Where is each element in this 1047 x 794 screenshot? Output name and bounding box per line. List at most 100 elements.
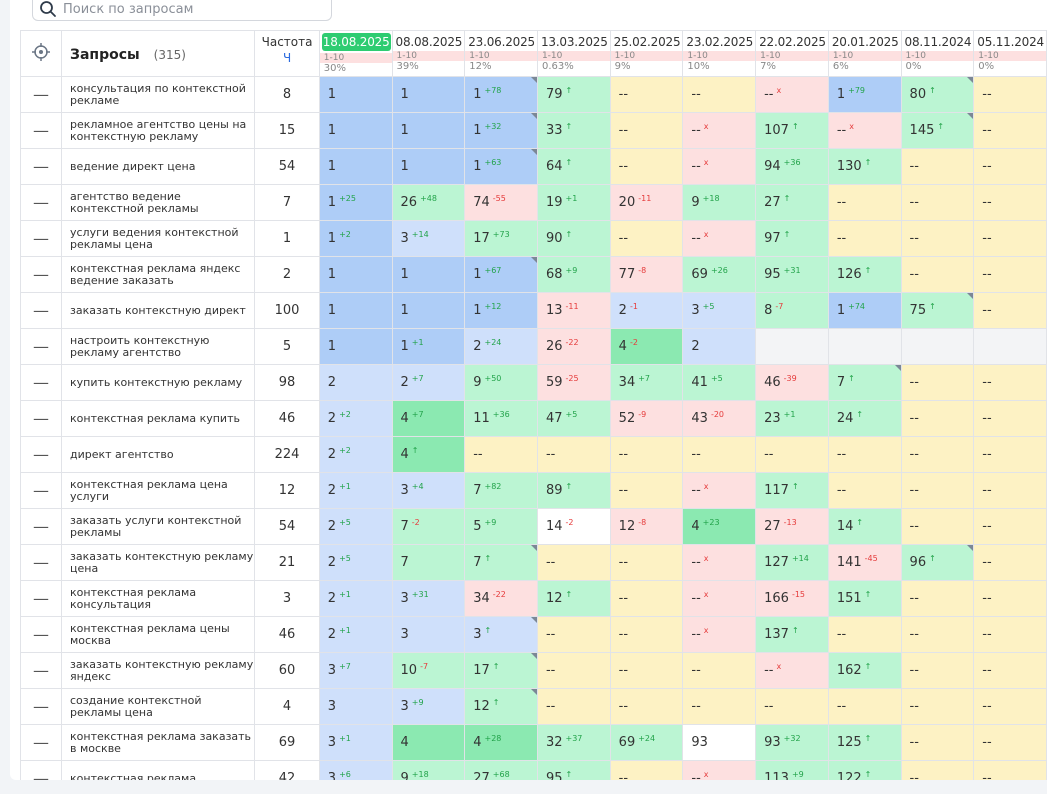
position-cell[interactable]: 95 ↑ — [536, 760, 611, 780]
position-cell[interactable]: -- — [536, 652, 611, 689]
position-cell[interactable]: 2 +5 — [318, 508, 393, 545]
position-cell[interactable]: -- — [973, 616, 1047, 653]
position-cell[interactable]: 3 +7 — [318, 652, 393, 689]
position-cell[interactable]: 2 +1 — [318, 580, 393, 617]
row-toggle-icon[interactable]: — — [20, 508, 62, 545]
query-text[interactable]: услуги ведения контекстной рекламы цена — [60, 220, 256, 257]
position-cell[interactable]: -- — [682, 652, 757, 689]
row-toggle-icon[interactable]: — — [20, 760, 62, 780]
date-column-header[interactable]: 13.03.2025 1-10 0.63% — [536, 30, 611, 77]
position-cell[interactable]: 1 — [391, 112, 466, 149]
position-cell[interactable]: 137 ↑ — [755, 616, 829, 653]
date-column-header[interactable]: 23.02.2025 1-10 10% — [682, 30, 757, 77]
row-toggle-icon[interactable]: — — [20, 400, 62, 437]
position-cell[interactable]: -- — [900, 184, 975, 221]
position-cell[interactable]: -- — [609, 652, 684, 689]
position-cell[interactable] — [973, 328, 1047, 365]
row-toggle-icon[interactable]: — — [20, 724, 62, 761]
position-cell[interactable]: 1 +2 — [318, 220, 393, 257]
position-cell[interactable] — [900, 328, 975, 365]
position-cell[interactable]: 10 -7 — [391, 652, 466, 689]
position-cell[interactable]: 14 -2 — [536, 508, 611, 545]
position-cell[interactable]: 69 +26 — [682, 256, 757, 293]
position-cell[interactable]: 4 +28 — [464, 724, 538, 761]
position-cell[interactable]: 1 +25 — [318, 184, 393, 221]
table-row[interactable]: — услуги ведения контекстной рекламы цена… — [20, 220, 1047, 257]
row-toggle-icon[interactable]: — — [20, 184, 62, 221]
position-cell[interactable]: -- — [973, 472, 1047, 509]
queries-column-header[interactable]: Запросы (315) — [60, 30, 256, 77]
position-cell[interactable]: -- — [900, 472, 975, 509]
position-cell[interactable]: -- — [827, 184, 902, 221]
position-cell[interactable]: 1 — [318, 328, 393, 365]
position-cell[interactable]: -- — [827, 220, 902, 257]
query-text[interactable]: контекстная реклама заказать в москве — [60, 724, 256, 761]
position-cell[interactable]: -- — [900, 688, 975, 725]
position-cell[interactable]: 41 +5 — [682, 364, 757, 401]
position-cell[interactable]: 1 — [318, 112, 393, 149]
position-cell[interactable]: 33 ↑ — [536, 112, 611, 149]
date-column-header[interactable]: 20.01.2025 1-10 6% — [827, 30, 902, 77]
position-cell[interactable]: -- — [536, 616, 611, 653]
table-row[interactable]: — консультация по контекстной рекламе 8 1 1 1… — [20, 76, 1047, 113]
position-cell[interactable]: 2 +2 — [318, 400, 393, 437]
position-cell[interactable]: -- — [973, 724, 1047, 761]
position-cell[interactable]: 1 +32 — [464, 112, 538, 149]
position-cell[interactable]: 107 ↑ — [755, 112, 829, 149]
position-cell[interactable]: 20 -11 — [609, 184, 684, 221]
position-cell[interactable]: 27 +68 — [464, 760, 538, 780]
position-cell[interactable]: 17 ↑ — [464, 652, 538, 689]
position-cell[interactable]: -- — [900, 616, 975, 653]
position-cell[interactable]: -- — [900, 148, 975, 185]
position-cell[interactable]: -- — [609, 112, 684, 149]
position-cell[interactable]: 1 — [391, 148, 466, 185]
date-column-header[interactable]: 08.11.2024 1-10 0% — [900, 30, 975, 77]
position-cell[interactable]: 11 +36 — [464, 400, 538, 437]
table-row[interactable]: — заказать услуги контекстной рекламы 54 2 +… — [20, 508, 1047, 545]
position-cell[interactable]: -- — [973, 688, 1047, 725]
position-cell[interactable]: 12 -8 — [609, 508, 684, 545]
query-text[interactable]: контекстная реклама яндекс ведение заказ… — [60, 256, 256, 293]
position-cell[interactable]: 3 +31 — [391, 580, 466, 617]
position-cell[interactable]: -- — [900, 256, 975, 293]
position-cell[interactable]: -- — [827, 472, 902, 509]
position-cell[interactable]: -- — [973, 76, 1047, 113]
frequency-column-header[interactable]: Частота Ч — [254, 30, 320, 77]
position-cell[interactable]: -- — [609, 760, 684, 780]
table-row[interactable]: — контекстная реклама цены москва 46 2 +1 3 3 ↑… — [20, 616, 1047, 653]
position-cell[interactable]: -- — [609, 544, 684, 581]
position-cell[interactable]: -- — [755, 688, 829, 725]
position-cell[interactable]: -- — [609, 580, 684, 617]
table-row[interactable]: — контекстная реклама консультация 3 2 +1 3 +3… — [20, 580, 1047, 617]
position-cell[interactable]: 7 ↑ — [827, 364, 902, 401]
query-text[interactable]: контекстная реклама цена услуги — [60, 472, 256, 509]
query-text[interactable]: рекламное агентство цены на контекстную … — [60, 112, 256, 149]
query-text[interactable]: заказать контекстную рекламу цена — [60, 544, 256, 581]
position-cell[interactable]: -- — [682, 76, 757, 113]
position-cell[interactable]: 2 — [682, 328, 757, 365]
date-column-header[interactable]: 25.02.2025 1-10 9% — [609, 30, 684, 77]
position-cell[interactable]: 2 +7 — [391, 364, 466, 401]
row-toggle-icon[interactable]: — — [20, 112, 62, 149]
position-cell[interactable]: -- — [973, 508, 1047, 545]
position-cell[interactable]: 7 ↑ — [464, 544, 538, 581]
table-row[interactable]: — ведение директ цена 54 1 1 1 +63 64 ↑ -- -- x 94 +3… — [20, 148, 1047, 185]
position-cell[interactable]: 3 ↑ — [464, 616, 538, 653]
position-cell[interactable]: 3 +1 — [318, 724, 393, 761]
table-row[interactable]: — контекстная реклама заказать в москве 69… — [20, 724, 1047, 761]
query-text[interactable]: заказать услуги контекстной рекламы — [60, 508, 256, 545]
position-cell[interactable]: 113 +9 — [755, 760, 829, 780]
position-cell[interactable]: -- — [973, 292, 1047, 329]
position-cell[interactable]: 126 ↑ — [827, 256, 902, 293]
position-cell[interactable]: 1 — [318, 76, 393, 113]
position-cell[interactable]: -- x — [682, 760, 757, 780]
position-cell[interactable]: 1 +63 — [464, 148, 538, 185]
position-cell[interactable]: -- — [827, 688, 902, 725]
position-cell[interactable]: -- — [464, 436, 538, 473]
position-cell[interactable]: 3 +4 — [391, 472, 466, 509]
position-cell[interactable]: 127 +14 — [755, 544, 829, 581]
row-toggle-icon[interactable]: — — [20, 544, 62, 581]
position-cell[interactable]: -- x — [827, 112, 902, 149]
position-cell[interactable]: -- — [900, 436, 975, 473]
position-cell[interactable]: 34 +7 — [609, 364, 684, 401]
